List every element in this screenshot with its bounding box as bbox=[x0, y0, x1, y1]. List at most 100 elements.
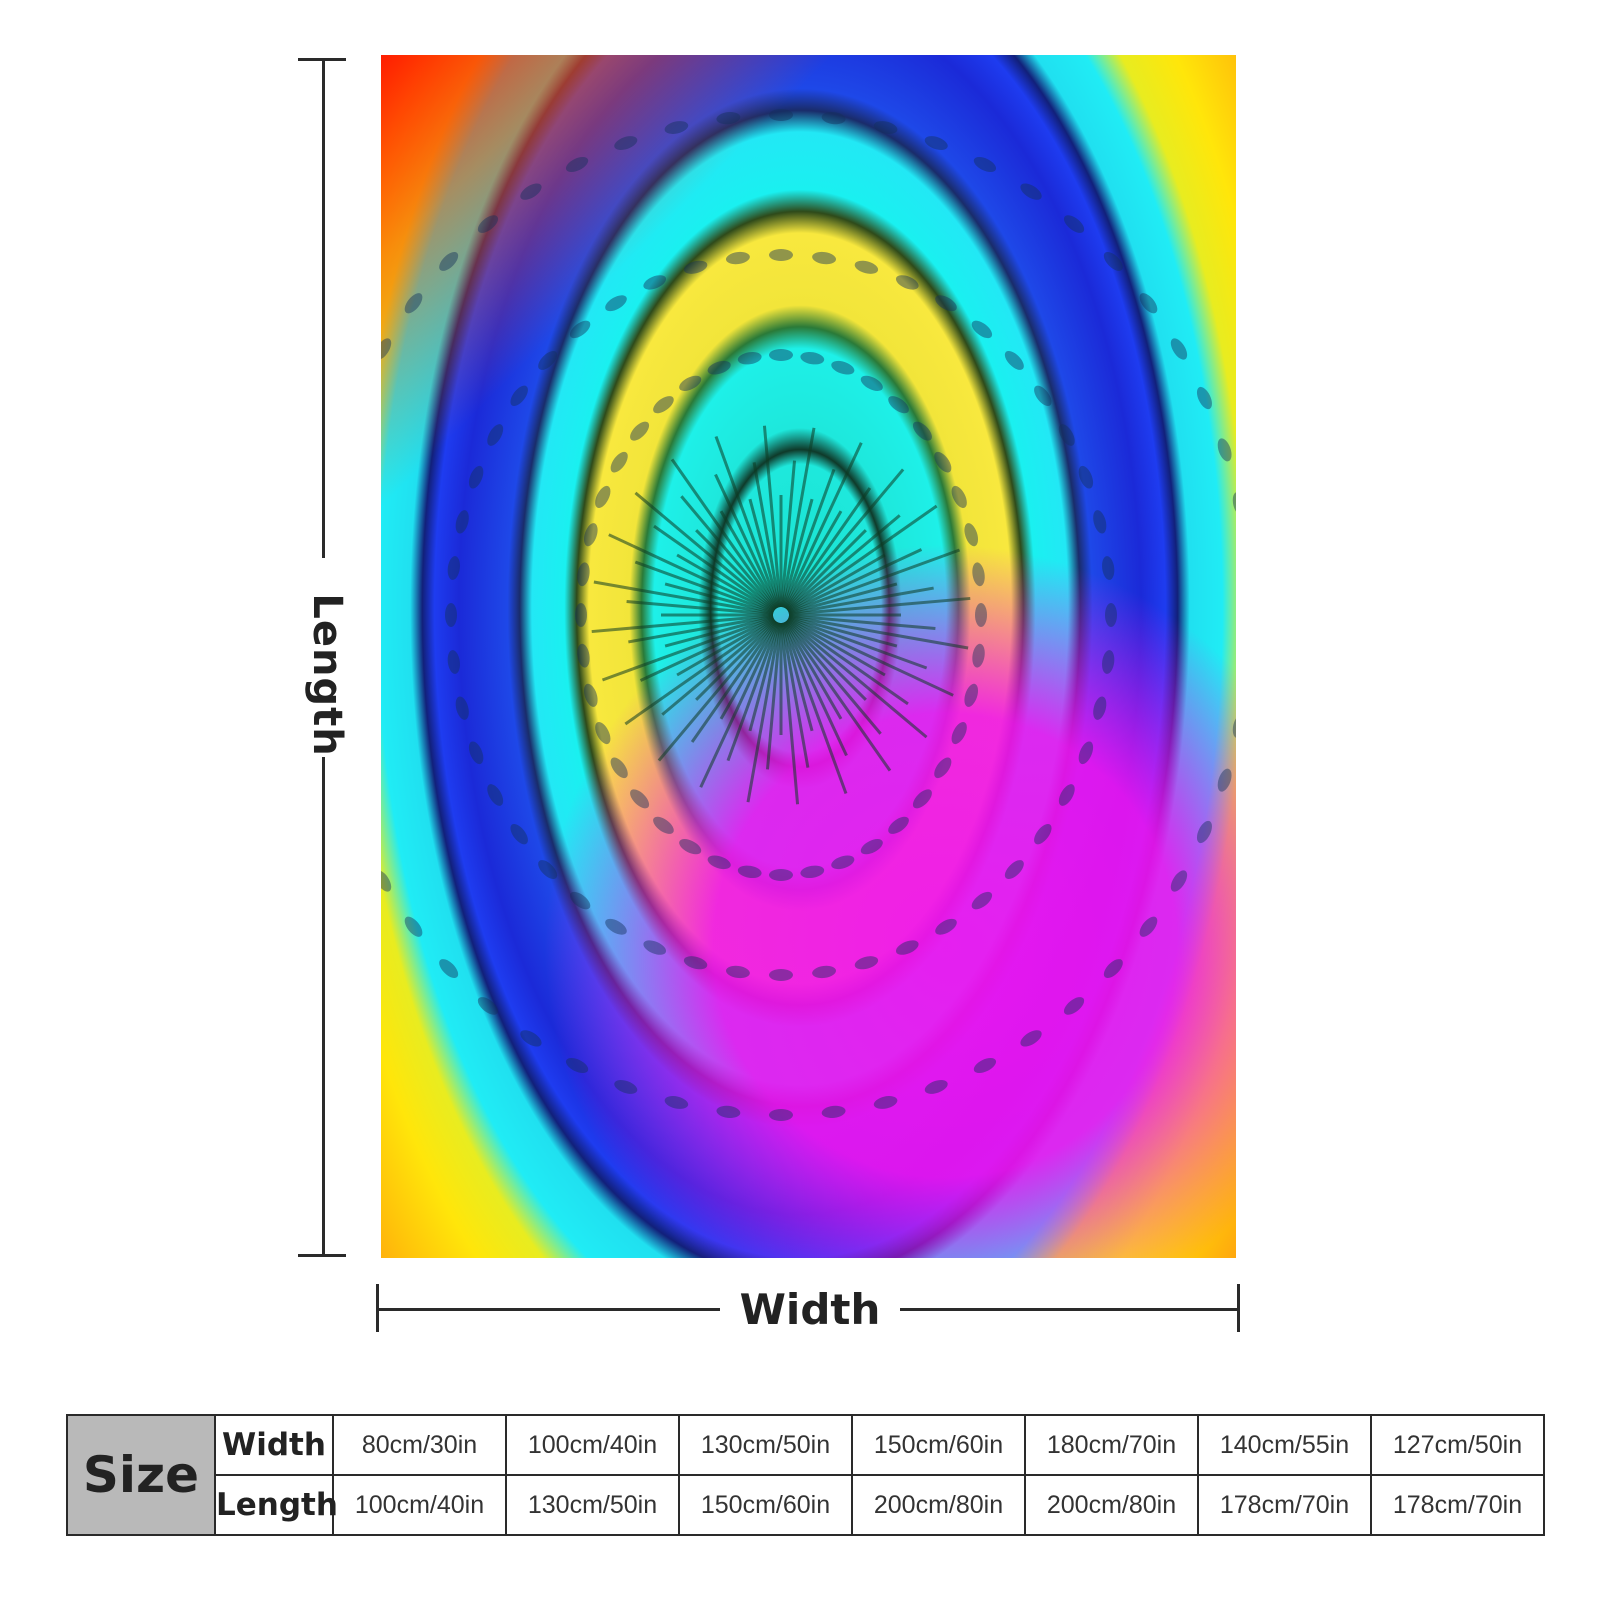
tie-dye-fold-mark bbox=[769, 1109, 793, 1121]
tie-dye-ray bbox=[601, 616, 774, 682]
tie-dye-fold-mark bbox=[1078, 465, 1094, 489]
tie-dye-ray bbox=[788, 548, 961, 614]
tie-dye-fold-mark bbox=[860, 375, 883, 391]
tie-dye-fold-mark bbox=[404, 293, 423, 314]
tie-dye-fold-mark bbox=[934, 451, 952, 473]
tie-dye-fold-mark bbox=[1170, 338, 1188, 360]
tie-dye-fold-mark bbox=[575, 603, 587, 627]
tie-dye-ray bbox=[786, 618, 909, 706]
length-dimension-line-lower bbox=[322, 757, 325, 1257]
tie-dye-fold-mark bbox=[683, 260, 708, 274]
tie-dye-fold-mark bbox=[445, 603, 457, 627]
tie-dye-fold-mark bbox=[605, 918, 627, 935]
tie-dye-fold-mark bbox=[769, 249, 793, 261]
length-value: 150cm/60in bbox=[678, 1474, 853, 1536]
tie-dye-fold-mark bbox=[1063, 997, 1085, 1015]
tie-dye-ray bbox=[639, 617, 775, 682]
tie-dye-fold-mark bbox=[664, 1096, 689, 1109]
tie-dye-fold-mark bbox=[812, 251, 836, 265]
tie-dye-fold-mark bbox=[455, 696, 469, 720]
tie-dye-fold-mark bbox=[831, 855, 855, 870]
tie-dye-ray bbox=[664, 615, 774, 648]
tie-dye-fold-mark bbox=[1004, 350, 1024, 370]
tie-dye-fold-mark bbox=[972, 562, 985, 587]
tie-dye-fold-mark bbox=[895, 940, 919, 955]
tie-dye-ray bbox=[783, 621, 848, 757]
tie-dye-fold-mark bbox=[1103, 959, 1123, 979]
size-chart-table: Size Width 80cm/30in 100cm/40in 130cm/50… bbox=[66, 1414, 1545, 1536]
tie-dye-fold-mark bbox=[707, 360, 731, 375]
tie-dye-fold-mark bbox=[520, 1030, 542, 1047]
tie-dye-fold-mark bbox=[1004, 860, 1024, 880]
tie-dye-fold-mark bbox=[888, 816, 909, 834]
tie-dye-ray bbox=[695, 529, 777, 611]
tie-dye-ray bbox=[752, 462, 782, 608]
tie-dye-fold-mark bbox=[643, 275, 667, 290]
tie-dye-fold-mark bbox=[1034, 823, 1052, 845]
tie-dye-fold-mark bbox=[726, 965, 750, 979]
width-value: 127cm/50in bbox=[1370, 1414, 1545, 1476]
tie-dye-ray bbox=[783, 621, 843, 720]
tie-dye-fold-mark bbox=[972, 643, 985, 668]
tie-dye-fold-mark bbox=[565, 1057, 589, 1073]
width-dimension-right-tick bbox=[1237, 1284, 1240, 1332]
length-value: 200cm/80in bbox=[1024, 1474, 1199, 1536]
tie-dye-fold-mark bbox=[468, 741, 484, 765]
tie-dye-fold-mark bbox=[769, 969, 793, 981]
tie-dye-fold-mark bbox=[1058, 424, 1075, 446]
tie-dye-ray bbox=[780, 622, 800, 805]
tie-dye-ray bbox=[787, 617, 886, 677]
tie-dye-fold-mark bbox=[854, 956, 879, 970]
tie-dye-fold-mark bbox=[653, 396, 674, 414]
tie-dye-ray bbox=[664, 582, 774, 615]
tie-dye-fold-mark bbox=[1217, 438, 1232, 462]
tie-dye-ray bbox=[661, 618, 776, 716]
size-row-width: Size Width 80cm/30in 100cm/40in 130cm/50… bbox=[66, 1414, 1545, 1536]
tie-dye-fold-mark bbox=[1105, 603, 1117, 627]
tie-dye-ray bbox=[786, 514, 901, 612]
tie-dye-ray bbox=[788, 596, 971, 616]
tie-dye-fold-mark bbox=[726, 251, 750, 265]
tie-dye-fold-mark bbox=[971, 320, 993, 339]
tie-dye-fold-mark bbox=[583, 523, 598, 547]
tie-dye-fold-mark bbox=[679, 375, 702, 391]
tie-dye-fold-mark bbox=[737, 351, 762, 365]
tie-dye-fold-mark bbox=[769, 109, 793, 121]
tie-dye-ray bbox=[787, 553, 886, 613]
tie-dye-fold-mark bbox=[975, 603, 987, 627]
tie-dye-fold-mark bbox=[477, 997, 499, 1015]
tie-dye-fold-mark bbox=[477, 215, 499, 233]
tie-dye-fold-mark bbox=[1170, 870, 1188, 892]
tie-dye-ray bbox=[783, 442, 863, 609]
tie-dye-fold-mark bbox=[934, 757, 952, 779]
tie-dye-fold-mark bbox=[610, 451, 628, 473]
tie-dye-ray bbox=[781, 622, 814, 732]
width-value: 140cm/55in bbox=[1197, 1414, 1372, 1476]
tie-dye-ray bbox=[591, 614, 774, 634]
tie-dye-fold-mark bbox=[614, 136, 638, 150]
tie-dye-fold-mark bbox=[964, 523, 979, 547]
tie-dye-fold-mark bbox=[951, 485, 967, 508]
tie-dye-ray bbox=[653, 524, 776, 612]
tie-dye-ray bbox=[781, 498, 814, 608]
tie-dye-fold-mark bbox=[1196, 386, 1212, 410]
tie-dye-fold-mark bbox=[1196, 820, 1212, 844]
width-value: 80cm/30in bbox=[332, 1414, 507, 1476]
tie-dye-fold-mark bbox=[630, 789, 650, 809]
tie-dye-ray bbox=[784, 620, 892, 772]
tie-dye-fold-mark bbox=[873, 121, 898, 134]
width-label: Width bbox=[720, 1285, 900, 1335]
tie-dye-ray bbox=[624, 618, 776, 726]
tie-dye-ray bbox=[788, 615, 898, 648]
tie-dye-fold-mark bbox=[895, 275, 919, 290]
tie-dye-ray bbox=[676, 617, 775, 677]
tie-dye-fold-mark bbox=[1020, 183, 1042, 200]
tie-dye-ray bbox=[780, 460, 797, 608]
tie-dye-ray bbox=[787, 548, 923, 613]
tie-dye-ray bbox=[780, 622, 810, 768]
tie-dye-fold-mark bbox=[610, 757, 628, 779]
tie-dye-fold-mark bbox=[510, 385, 528, 407]
tie-dye-fold-mark bbox=[924, 1080, 948, 1094]
tie-dye-fold-mark bbox=[1139, 293, 1158, 314]
tie-dye-ray bbox=[748, 622, 781, 732]
